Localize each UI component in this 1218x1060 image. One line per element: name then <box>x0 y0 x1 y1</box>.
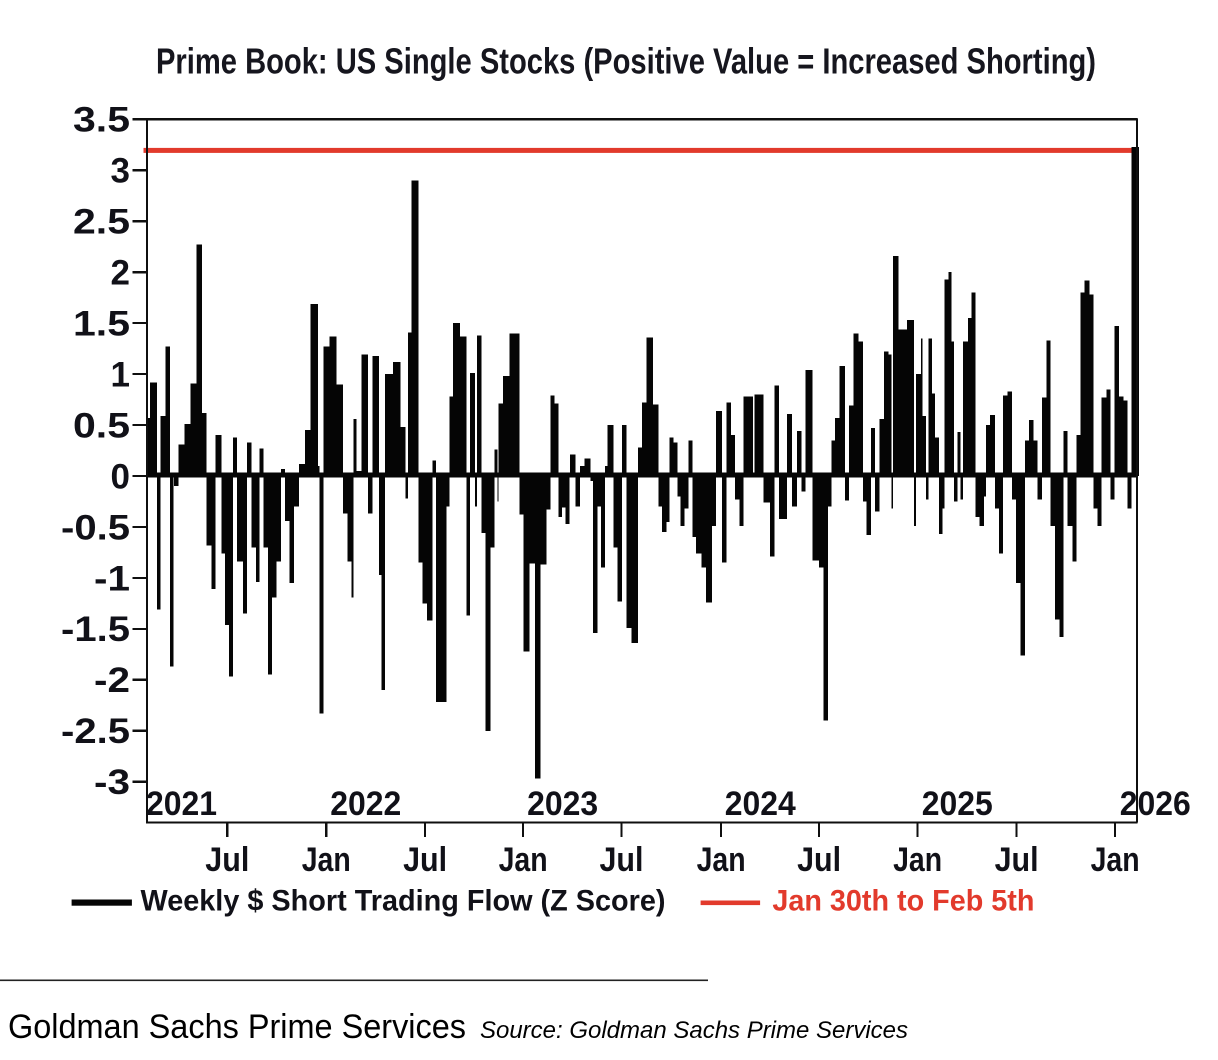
svg-text:Jul: Jul <box>403 841 447 879</box>
svg-text:1.5: 1.5 <box>73 305 130 344</box>
svg-text:-1.5: -1.5 <box>61 610 130 649</box>
svg-text:-3: -3 <box>94 763 130 802</box>
svg-text:-2.5: -2.5 <box>61 712 130 751</box>
svg-text:2.5: 2.5 <box>73 203 130 242</box>
svg-text:2022: 2022 <box>330 785 401 823</box>
svg-text:Jul: Jul <box>205 841 249 879</box>
svg-text:Weekly $ Short Trading Flow (Z: Weekly $ Short Trading Flow (Z Score) <box>141 885 666 918</box>
svg-text:-0.5: -0.5 <box>61 508 130 547</box>
svg-text:Jul: Jul <box>995 841 1039 879</box>
svg-text:Jul: Jul <box>600 841 644 879</box>
svg-text:2023: 2023 <box>527 785 598 823</box>
svg-text:Jan: Jan <box>1091 841 1140 879</box>
svg-text:Jan 30th to Feb 5th: Jan 30th to Feb 5th <box>772 885 1034 918</box>
svg-text:3: 3 <box>111 152 130 191</box>
svg-text:Prime Book: US Single Stocks (: Prime Book: US Single Stocks (Positive V… <box>156 41 1096 82</box>
svg-text:Jan: Jan <box>697 841 746 879</box>
svg-text:2026: 2026 <box>1120 785 1191 823</box>
svg-text:0.5: 0.5 <box>73 406 130 445</box>
svg-text:-2: -2 <box>94 661 130 700</box>
svg-text:-1: -1 <box>94 559 130 598</box>
svg-text:Source: Goldman Sachs Prime Se: Source: Goldman Sachs Prime Services <box>480 1017 908 1044</box>
svg-text:Jan: Jan <box>499 841 548 879</box>
svg-text:3.5: 3.5 <box>73 101 130 140</box>
svg-text:Goldman Sachs Prime Services: Goldman Sachs Prime Services <box>8 1008 466 1046</box>
svg-text:2: 2 <box>111 254 130 293</box>
svg-text:2024: 2024 <box>725 785 796 823</box>
svg-text:2025: 2025 <box>922 785 993 823</box>
svg-text:1: 1 <box>111 356 130 395</box>
svg-text:Jan: Jan <box>893 841 942 879</box>
svg-text:0: 0 <box>111 457 130 496</box>
svg-text:Jul: Jul <box>797 841 841 879</box>
svg-text:2021: 2021 <box>146 785 217 823</box>
svg-text:Jan: Jan <box>302 841 351 879</box>
